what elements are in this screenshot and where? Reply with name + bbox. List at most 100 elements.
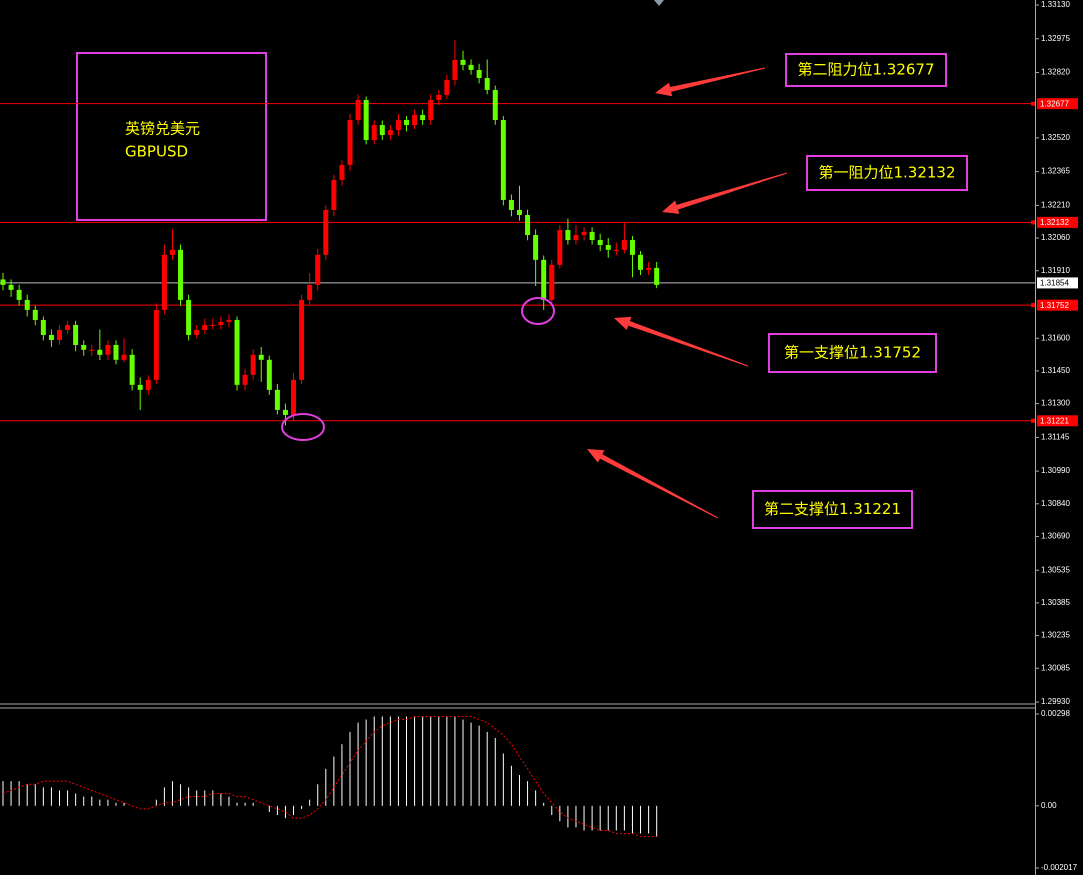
y-tick-label: 1.32520: [1041, 133, 1070, 142]
candle-body: [533, 235, 539, 260]
level-label: 1.31854: [1040, 279, 1069, 288]
candle-body: [363, 99, 369, 141]
candle-body: [331, 179, 337, 210]
annotation-text: 第一支撑位1.31752: [784, 344, 921, 362]
candle-body: [97, 349, 103, 355]
candle-body: [613, 249, 619, 251]
level-label: 1.32677: [1040, 99, 1069, 108]
level-marker: [1031, 101, 1035, 106]
y-tick-label: 1.30535: [1041, 565, 1070, 574]
level-marker: [1031, 418, 1035, 423]
candle-body: [371, 125, 377, 141]
annotation-arrow: [614, 316, 749, 367]
annotation-arrow: [662, 172, 788, 214]
candle-body: [202, 324, 208, 330]
y-tick-label: 1.31145: [1041, 432, 1070, 441]
y-tick-label: 1.29930: [1041, 697, 1070, 706]
candle-body: [113, 345, 119, 360]
y-tick-label: 1.30840: [1041, 499, 1070, 508]
candle-body: [629, 240, 635, 255]
candle-body: [137, 384, 143, 390]
candle-body: [516, 209, 522, 215]
title-box: [76, 52, 267, 221]
candle-body: [468, 64, 474, 70]
candle-body: [307, 284, 313, 300]
candle-body: [32, 309, 38, 320]
level-label-bg: [1037, 98, 1078, 110]
candle-body: [89, 349, 95, 351]
candle-body: [412, 114, 418, 126]
candle-body: [40, 319, 46, 335]
candle-body: [589, 231, 595, 241]
y-tick-label: 1.32820: [1041, 68, 1070, 77]
candle-body: [178, 249, 184, 300]
candle-body: [16, 289, 22, 300]
y-tick-label: 1.32210: [1041, 200, 1070, 209]
annotation-box: [768, 333, 937, 373]
candle-body: [218, 321, 224, 325]
circle-marker: [281, 413, 325, 441]
candle-body: [347, 120, 353, 165]
candle-body: [266, 359, 272, 390]
y-tick-label: 1.32975: [1041, 34, 1070, 43]
y-tick-label: 1.30990: [1041, 466, 1070, 475]
candle-body: [315, 254, 321, 285]
y-tick-label: 1.33130: [1041, 0, 1070, 9]
y-tick-label: 0.00: [1041, 801, 1057, 810]
candle-body: [299, 299, 305, 380]
candle-body: [492, 89, 498, 121]
level-label: 1.31752: [1040, 301, 1069, 310]
candle-body: [500, 120, 506, 200]
y-tick-label: 1.31300: [1041, 399, 1070, 408]
annotation-text: 第二支撑位1.31221: [764, 500, 901, 518]
candle-body: [242, 374, 248, 385]
candle-body: [525, 214, 531, 236]
candle-body: [638, 254, 644, 270]
annotation-box: [806, 155, 968, 191]
candle-body: [436, 94, 442, 100]
title-text: GBPUSD: [125, 143, 188, 161]
candle-body: [0, 279, 6, 285]
shift-marker: [654, 0, 664, 6]
candle-body: [508, 199, 514, 210]
annotation-box: [752, 490, 913, 529]
y-tick-label: 1.32060: [1041, 233, 1070, 242]
candle-body: [226, 319, 232, 322]
candle-body: [549, 264, 555, 300]
title-text: 英镑兑美元: [125, 120, 200, 138]
circle-marker: [521, 297, 555, 325]
candle-body: [573, 235, 579, 241]
annotation-text: 第二阻力位1.32677: [797, 61, 934, 79]
candle-body: [460, 59, 466, 65]
y-tick-label: 1.31910: [1041, 266, 1070, 275]
candle-body: [452, 59, 458, 80]
candle-body: [387, 130, 393, 136]
candle-body: [621, 240, 627, 250]
candle-body: [258, 354, 264, 360]
candle-body: [169, 249, 175, 255]
level-marker: [1031, 220, 1035, 225]
annotation-arrow: [587, 449, 719, 519]
candle-body: [161, 254, 167, 310]
annotation-text: 第一阻力位1.32132: [818, 164, 955, 182]
candle-body: [8, 284, 14, 290]
level-label-bg: [1037, 216, 1078, 228]
candle-body: [24, 299, 30, 310]
level-label-bg: [1037, 299, 1078, 311]
candle-body: [282, 409, 288, 415]
candle-body: [654, 267, 660, 285]
candle-body: [129, 354, 135, 385]
candle-body: [646, 267, 652, 270]
y-tick-label: 1.30690: [1041, 532, 1070, 541]
candle-body: [81, 345, 87, 350]
candle-body: [605, 245, 611, 250]
candle-body: [210, 324, 216, 326]
annotation-arrow: [655, 67, 766, 97]
candle-body: [557, 230, 563, 265]
candle-body: [48, 334, 54, 340]
candle-body: [291, 379, 297, 415]
y-tick-label: 0.00298: [1041, 709, 1070, 718]
